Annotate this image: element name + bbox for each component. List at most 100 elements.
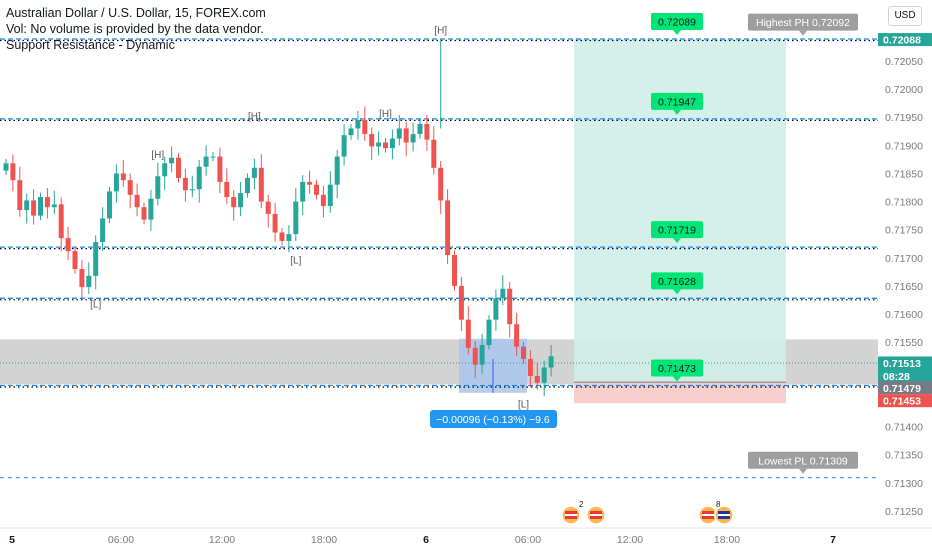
candle-body xyxy=(134,194,140,208)
symbol-title[interactable]: Australian Dollar / U.S. Dollar, 15, FOR… xyxy=(6,6,266,20)
candle-body xyxy=(293,201,299,235)
price-tick: 0.72000 xyxy=(885,84,923,96)
candle-body xyxy=(162,163,168,177)
flag-stripe xyxy=(590,514,602,516)
candle-body xyxy=(438,167,444,201)
candle-body xyxy=(251,167,257,178)
time-tick: 7 xyxy=(830,534,836,546)
pivot-label: [H] xyxy=(248,112,261,123)
price-tag: 08:28 xyxy=(883,371,910,383)
price-tick: 0.71700 xyxy=(885,253,923,265)
highest-label-box xyxy=(748,13,858,31)
price-tag: 0.72088 xyxy=(883,35,921,47)
candle-body xyxy=(120,173,126,181)
candle-body xyxy=(472,347,478,365)
price-tag-box xyxy=(878,369,932,383)
level-label-pointer xyxy=(673,376,681,382)
price-tag-box xyxy=(878,381,932,395)
candle-body xyxy=(431,139,437,168)
lowest-label-pointer xyxy=(799,468,807,474)
pivot-label: [L] xyxy=(518,400,529,411)
price-tick: 0.71650 xyxy=(885,281,923,293)
time-tick: 06:00 xyxy=(108,534,134,546)
candle-body xyxy=(300,181,306,202)
candle-body xyxy=(286,234,292,241)
level-label: 0.71947 xyxy=(658,96,696,108)
candle-body xyxy=(369,134,375,147)
candle-body xyxy=(141,207,147,220)
candle-body xyxy=(17,180,23,210)
candle-body xyxy=(210,156,216,158)
candle-body xyxy=(3,163,9,171)
candle-body xyxy=(500,288,506,299)
candle-body xyxy=(348,128,354,136)
candle-body xyxy=(31,200,37,216)
level-label: 0.72089 xyxy=(658,17,696,29)
level-label-box xyxy=(651,359,703,377)
time-tick: 5 xyxy=(9,534,15,546)
candle-body xyxy=(100,218,106,243)
candle-body xyxy=(548,356,554,368)
candle-body xyxy=(362,120,368,135)
candle-body xyxy=(314,184,319,195)
level-label-box xyxy=(651,92,703,110)
candle-body xyxy=(38,197,43,216)
price-tick: 0.71250 xyxy=(885,506,923,518)
time-tick: 18:00 xyxy=(714,534,740,546)
highest-label-pointer xyxy=(799,30,807,36)
level-label: 0.71628 xyxy=(658,276,696,288)
level-label-box xyxy=(651,13,703,30)
level-label: 0.71473 xyxy=(658,363,696,375)
price-tick: 0.71400 xyxy=(885,422,923,434)
candle-body xyxy=(51,204,57,208)
level-label: 0.71719 xyxy=(658,225,696,237)
time-tick: 18:00 xyxy=(311,534,337,546)
candle-body xyxy=(155,176,161,199)
price-tick: 0.71750 xyxy=(885,225,923,237)
candle-body xyxy=(527,359,533,376)
candle-body xyxy=(417,123,423,135)
candle-body xyxy=(238,193,244,208)
currency-button[interactable]: USD xyxy=(888,6,922,26)
candle-body xyxy=(79,269,85,288)
candle-body xyxy=(327,184,333,207)
level-label-pointer xyxy=(673,238,681,244)
indicator-name[interactable]: Support Resistance - Dynamic xyxy=(6,38,175,52)
pivot-label: [H] xyxy=(379,109,392,120)
price-tick: 0.71550 xyxy=(885,337,923,349)
chart-legend: Australian Dollar / U.S. Dollar, 15, FOR… xyxy=(6,5,266,53)
candle-body xyxy=(127,180,133,195)
candle-body xyxy=(169,157,175,164)
candle-body xyxy=(410,134,416,143)
candle-body xyxy=(424,123,430,140)
candle-body xyxy=(189,189,195,191)
candle-body xyxy=(245,177,250,194)
event-badge: 8 xyxy=(716,500,721,509)
price-tick: 0.71850 xyxy=(885,168,923,180)
candle-body xyxy=(203,156,209,167)
candle-body xyxy=(24,200,30,210)
flag-stripe xyxy=(702,514,714,516)
candle-body xyxy=(465,319,471,348)
flag-stripe xyxy=(718,514,730,516)
pivot-label: [H] xyxy=(434,26,447,37)
candle-body xyxy=(486,319,492,345)
time-tick: 06:00 xyxy=(515,534,541,546)
price-tag: 0.71513 xyxy=(883,358,921,370)
price-tick: 0.71300 xyxy=(885,478,923,490)
price-axis xyxy=(878,0,932,550)
candle-body xyxy=(403,128,409,143)
candle-body xyxy=(176,157,181,178)
candle-body xyxy=(507,288,513,325)
level-label-box xyxy=(651,272,703,290)
price-tick: 0.71900 xyxy=(885,140,923,152)
flag-stripe xyxy=(565,514,577,516)
candle-body xyxy=(148,198,154,220)
candle-body xyxy=(86,275,92,288)
candle-body xyxy=(341,135,347,157)
level-label-pointer xyxy=(673,289,681,295)
level-label-pointer xyxy=(673,30,681,35)
candle-body xyxy=(521,346,526,360)
candle-body xyxy=(258,167,264,202)
